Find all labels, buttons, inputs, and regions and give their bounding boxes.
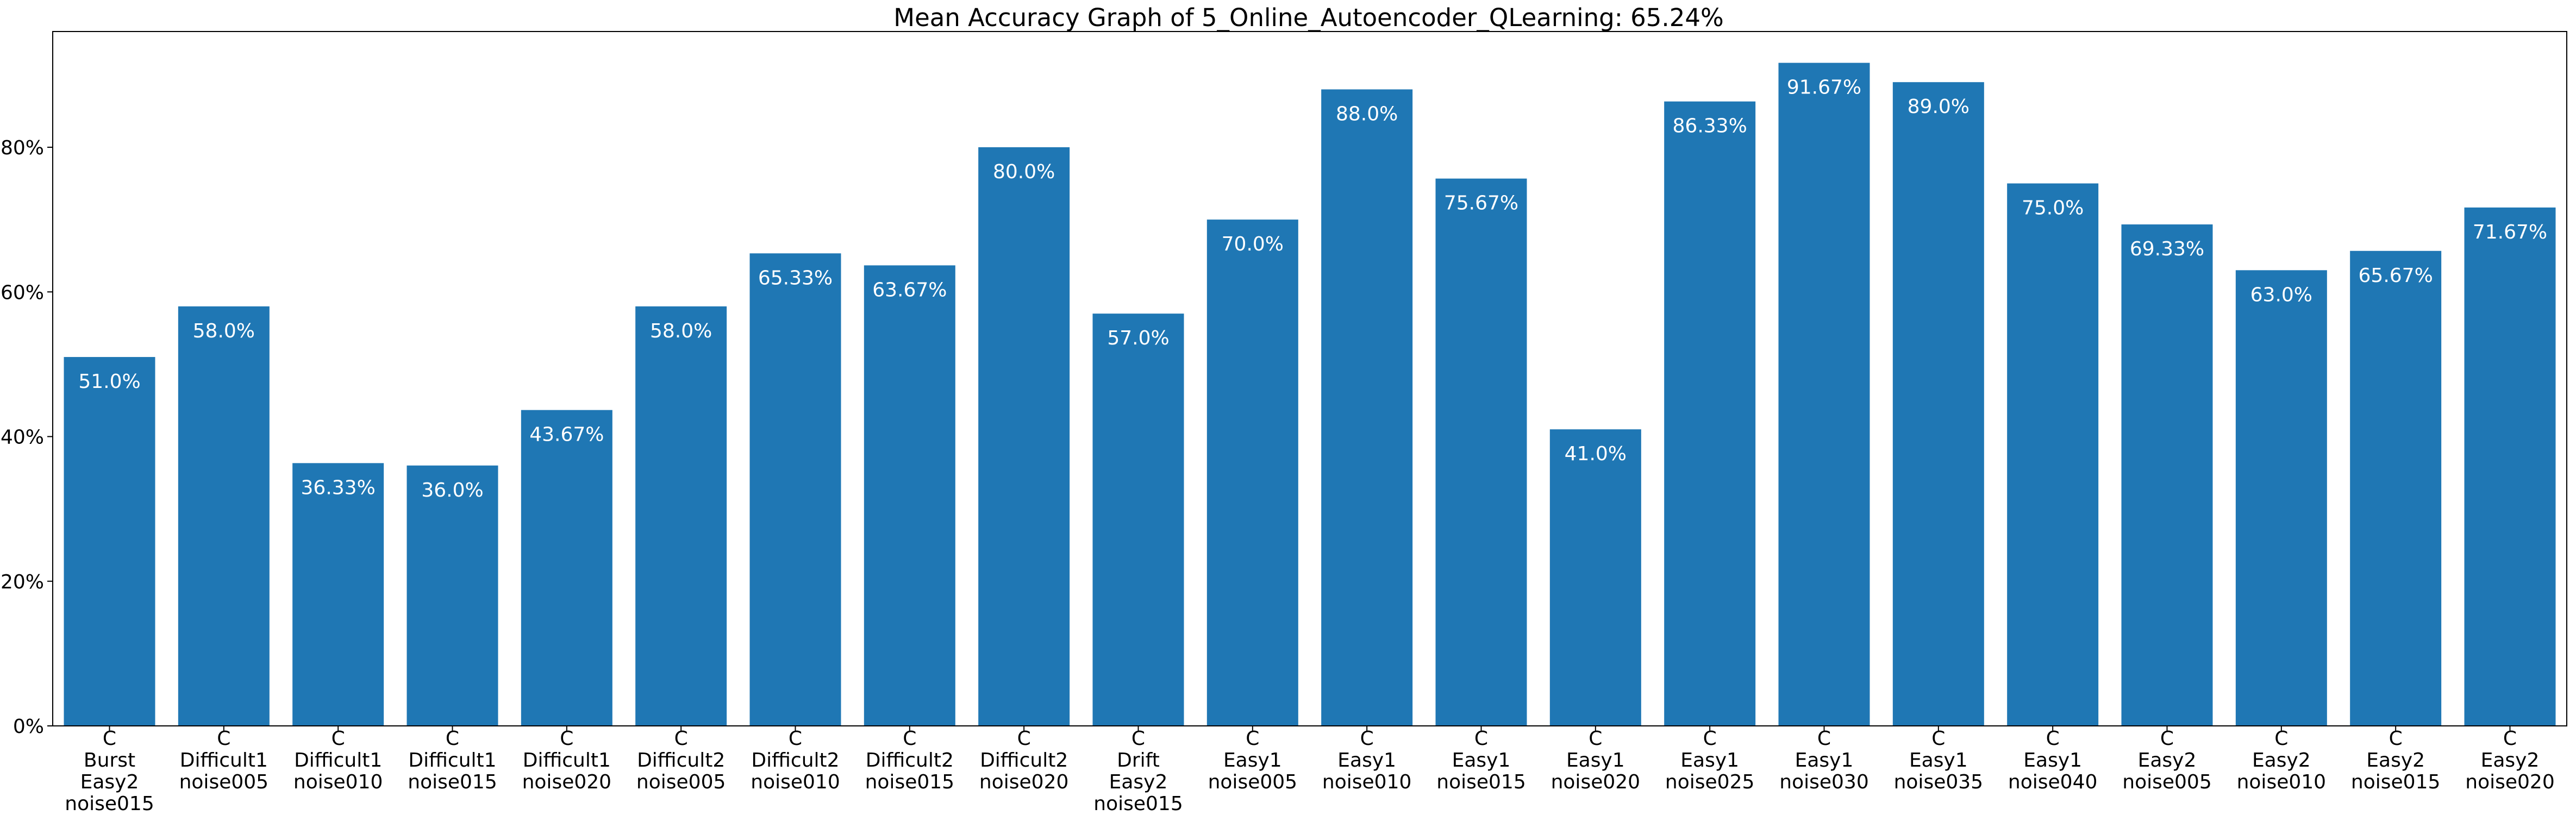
bar-value-label: 91.67% bbox=[1787, 77, 1861, 99]
y-tick-label: 20% bbox=[1, 571, 44, 593]
bar-value-label: 36.0% bbox=[421, 479, 483, 501]
x-tick-label: C Burst Easy2 noise015 bbox=[65, 728, 154, 815]
bar-value-label: 63.0% bbox=[2250, 284, 2312, 306]
x-tick-label: C Easy2 noise010 bbox=[2237, 728, 2326, 793]
bar-value-label: 89.0% bbox=[1908, 96, 1969, 118]
y-tick-label: 60% bbox=[1, 281, 44, 304]
bar bbox=[407, 465, 498, 726]
x-tick-label: C Easy1 noise030 bbox=[1779, 728, 1868, 793]
bar-value-label: 63.67% bbox=[872, 279, 947, 301]
bar-value-label: 75.67% bbox=[1444, 192, 1518, 215]
plot-frame bbox=[52, 31, 2567, 726]
bar bbox=[1549, 429, 1641, 726]
chart-title: Mean Accuracy Graph of 5_Online_Autoenco… bbox=[893, 3, 1724, 32]
y-tick-label: 40% bbox=[1, 427, 44, 449]
bar-value-label: 88.0% bbox=[1336, 103, 1398, 126]
bar bbox=[521, 410, 612, 726]
x-tick-label: C Easy1 noise020 bbox=[1551, 728, 1640, 793]
x-tick-label: C Easy1 noise010 bbox=[1322, 728, 1411, 793]
bar-value-label: 58.0% bbox=[650, 320, 712, 342]
bar-value-label: 65.67% bbox=[2359, 265, 2433, 287]
bar-value-label: 41.0% bbox=[1565, 443, 1627, 465]
x-tick-label: C Easy1 noise035 bbox=[1894, 728, 1983, 793]
bar bbox=[1321, 89, 1413, 726]
bar-value-label: 43.67% bbox=[529, 424, 604, 446]
x-tick-label: C Difficult1 noise005 bbox=[179, 728, 268, 793]
bar bbox=[1092, 314, 1184, 726]
bar bbox=[1664, 101, 1756, 726]
bar bbox=[2121, 224, 2213, 726]
bar bbox=[1206, 220, 1298, 726]
bar-value-label: 86.33% bbox=[1673, 115, 1747, 137]
bar-value-label: 65.33% bbox=[758, 267, 833, 289]
x-tick-label: C Easy1 noise025 bbox=[1665, 728, 1754, 793]
x-axis-labels: C Burst Easy2 noise015 C Difficult1 noise005 C D… bbox=[65, 726, 2555, 815]
x-tick-label: C Drift Easy2 noise015 bbox=[1093, 728, 1183, 815]
bar-value-label: 58.0% bbox=[193, 320, 255, 342]
bar bbox=[2235, 270, 2327, 726]
bar bbox=[1435, 178, 1527, 726]
bar bbox=[292, 463, 384, 726]
x-tick-label: C Easy2 noise005 bbox=[2122, 728, 2211, 793]
x-tick-label: C Easy2 noise020 bbox=[2465, 728, 2554, 793]
bar-value-label: 57.0% bbox=[1107, 327, 1169, 349]
bar bbox=[864, 265, 955, 726]
bar-value-label: 70.0% bbox=[1222, 233, 1284, 255]
x-tick-label: C Difficult2 noise015 bbox=[865, 728, 954, 793]
bar-value-label: 71.67% bbox=[2473, 221, 2547, 243]
bar bbox=[978, 147, 1070, 726]
bar bbox=[2464, 207, 2556, 726]
x-tick-label: C Easy2 noise015 bbox=[2351, 728, 2440, 793]
x-tick-label: C Easy1 noise040 bbox=[2008, 728, 2097, 793]
bar bbox=[1778, 62, 1870, 726]
x-tick-label: C Difficult1 noise015 bbox=[408, 728, 497, 793]
x-tick-label: C Difficult1 noise010 bbox=[293, 728, 383, 793]
bar-value-label: 75.0% bbox=[2022, 197, 2084, 220]
bar bbox=[2007, 183, 2099, 726]
bar bbox=[64, 357, 155, 726]
bars-layer: 51.0% 58.0% 36.33% 36.0% 43.67% 58.0% 65.33% 63… bbox=[64, 62, 2556, 726]
y-axis-labels: 0% 20% 40% 60% 80% bbox=[1, 137, 53, 738]
bar-value-label: 69.33% bbox=[2130, 238, 2204, 260]
bar bbox=[635, 306, 727, 726]
x-tick-label: C Easy1 noise005 bbox=[1208, 728, 1297, 793]
bar bbox=[2350, 250, 2442, 726]
x-tick-label: C Difficult2 noise020 bbox=[979, 728, 1068, 793]
x-tick-label: C Difficult1 noise020 bbox=[522, 728, 611, 793]
x-tick-label: C Difficult2 noise005 bbox=[636, 728, 726, 793]
x-tick-label: C Difficult2 noise010 bbox=[751, 728, 840, 793]
bar-value-label: 80.0% bbox=[993, 161, 1055, 183]
bar bbox=[1892, 82, 1984, 726]
bar-value-label: 51.0% bbox=[78, 371, 140, 393]
y-tick-label: 80% bbox=[1, 137, 44, 159]
y-tick-label: 0% bbox=[13, 716, 44, 738]
bar bbox=[178, 306, 270, 726]
bar bbox=[749, 253, 841, 726]
bar-value-label: 36.33% bbox=[301, 477, 376, 499]
x-tick-label: C Easy1 noise015 bbox=[1436, 728, 1525, 793]
